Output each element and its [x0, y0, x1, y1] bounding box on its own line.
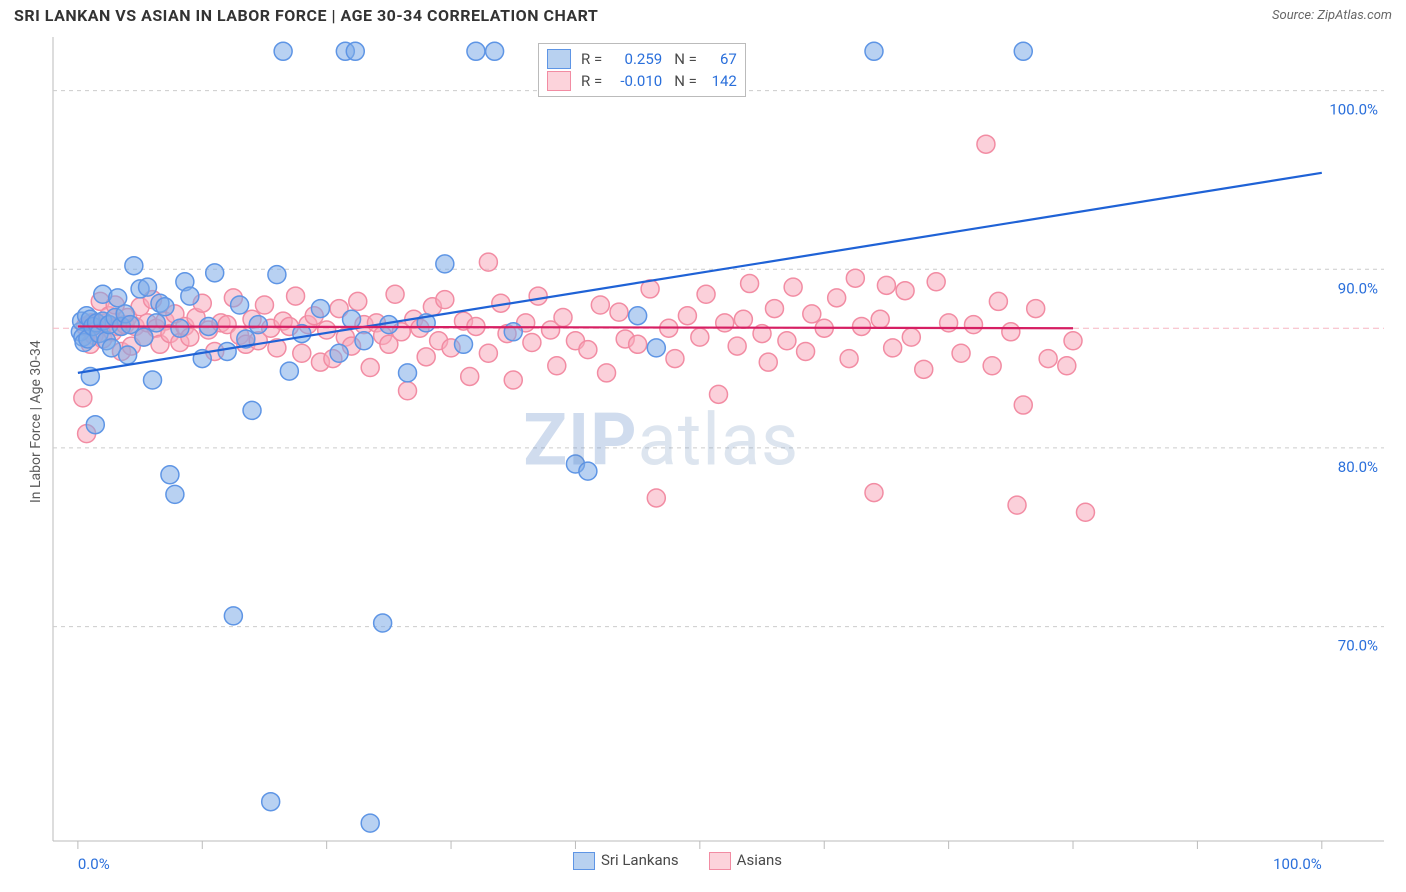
legend-swatch: [573, 852, 595, 870]
scatter-chart: 70.0% 80.0% 90.0% 100.0% 0.0% 100.0%: [8, 31, 1398, 883]
chart-area: 70.0%80.0%90.0%100.0%0.0%100.0% ZIPatlas…: [8, 31, 1398, 883]
legend-label: Asians: [737, 851, 782, 869]
legend-swatch: [547, 49, 571, 69]
legend-n-label: N =: [674, 50, 697, 68]
legend-r-label: R =: [581, 50, 602, 68]
series-legend: Sri Lankans Asians: [573, 851, 782, 870]
svg-text:100.0%: 100.0%: [1329, 101, 1378, 119]
svg-text:100.0%: 100.0%: [1273, 855, 1322, 873]
source-attribution: Source: ZipAtlas.com: [1272, 8, 1392, 23]
legend-row: R =0.259 N =67: [547, 48, 737, 70]
legend-n-value: 67: [701, 50, 737, 68]
legend-label: Sri Lankans: [601, 851, 679, 869]
legend-r-value: -0.010: [606, 72, 662, 90]
legend-n-label: N =: [674, 72, 697, 90]
y-axis-title: In Labor Force | Age 30-34: [28, 341, 44, 504]
legend-r-label: R =: [581, 72, 602, 90]
svg-text:80.0%: 80.0%: [1338, 458, 1378, 476]
chart-title: SRI LANKAN VS ASIAN IN LABOR FORCE | AGE…: [14, 6, 598, 25]
svg-text:90.0%: 90.0%: [1338, 279, 1378, 297]
correlation-legend: R =0.259 N =67 R =-0.010 N =142: [538, 43, 746, 97]
svg-text:0.0%: 0.0%: [78, 855, 110, 873]
legend-n-value: 142: [701, 72, 737, 90]
legend-item: Asians: [709, 851, 782, 870]
legend-swatch: [547, 71, 571, 91]
legend-row: R =-0.010 N =142: [547, 70, 737, 92]
legend-item: Sri Lankans: [573, 851, 679, 870]
svg-text:70.0%: 70.0%: [1338, 637, 1378, 655]
legend-r-value: 0.259: [606, 50, 662, 68]
legend-swatch: [709, 852, 731, 870]
